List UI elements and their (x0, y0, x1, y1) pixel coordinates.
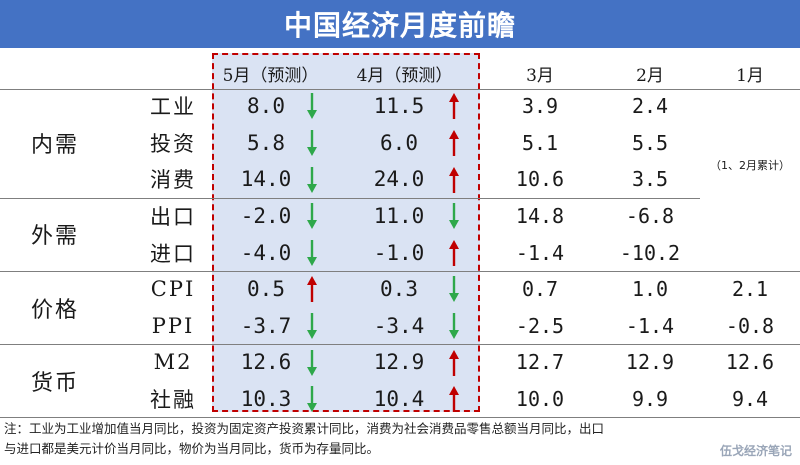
page-title: 中国经济月度前瞻 (0, 0, 800, 48)
group-label-1: 外需 (30, 224, 79, 250)
indicator-label: 进口 (150, 241, 196, 266)
footnote-line-1: 注：工业为工业增加值当月同比，投资为固定资产投资累计同比，消费为社会消费品零售总… (4, 421, 605, 436)
actual-jan-value: 9.4 (731, 387, 769, 412)
forecast-may-value: 14.0 (240, 167, 292, 192)
actual-mar-value: 10.6 (515, 167, 565, 192)
indicator-label: M2 (153, 350, 193, 375)
indicator-label: CPI (150, 277, 196, 302)
actual-mar-value: 3.9 (521, 94, 559, 119)
forecast-may-value: -2.0 (240, 204, 292, 229)
group-divider (0, 271, 800, 272)
actual-mar-value: -2.5 (515, 313, 565, 338)
indicator-label: 消费 (150, 168, 196, 193)
apr-down-arrow-icon (449, 276, 459, 303)
apr-down-arrow-icon (449, 203, 459, 230)
footnote: 注：工业为工业增加值当月同比，投资为固定资产投资累计同比，消费为社会消费品零售总… (4, 419, 774, 459)
actual-jan-value: 2.1 (731, 277, 769, 302)
actual-mar-value: 10.0 (515, 387, 565, 412)
actual-mar-value: 5.1 (521, 130, 559, 155)
actual-feb-value: 5.5 (631, 130, 669, 155)
apr-up-arrow-icon (449, 239, 459, 266)
apr-up-arrow-icon (449, 93, 459, 120)
column-header-feb: 2月 (636, 65, 664, 86)
apr-up-arrow-icon (449, 129, 459, 156)
may-down-arrow-icon (307, 166, 317, 193)
may-down-arrow-icon (307, 386, 317, 413)
group-label-3: 货币 (30, 370, 79, 396)
column-header-may: 5月（预测） (222, 65, 319, 86)
may-down-arrow-icon (307, 93, 317, 120)
indicator-label: 社融 (150, 388, 196, 413)
forecast-may-value: 5.8 (247, 130, 285, 155)
group-divider (0, 344, 800, 346)
actual-jan-value: -0.8 (725, 313, 775, 338)
apr-down-arrow-icon (449, 312, 459, 339)
group-label-0: 内需 (30, 132, 79, 158)
forecast-apr-value: 11.0 (373, 204, 425, 229)
actual-mar-value: -1.4 (515, 240, 565, 265)
actual-feb-value: -10.2 (619, 240, 681, 265)
indicator-label: 工业 (150, 95, 196, 120)
actual-jan-value: 12.6 (725, 350, 775, 375)
forecast-apr-value: 11.5 (373, 94, 425, 119)
indicator-label: 投资 (150, 131, 196, 156)
indicator-label: PPI (151, 313, 195, 338)
actual-feb-value: 12.9 (625, 350, 675, 375)
forecast-apr-value: -3.4 (373, 313, 425, 338)
forecast-may-value: 10.3 (240, 387, 292, 412)
actual-feb-value: -1.4 (625, 313, 675, 338)
actual-feb-value: 2.4 (631, 94, 669, 119)
indicator-label: 出口 (150, 205, 196, 230)
forecast-apr-value: 6.0 (380, 130, 418, 155)
forecast-apr-value: 12.9 (373, 350, 425, 375)
may-down-arrow-icon (307, 239, 317, 266)
actual-feb-value: 3.5 (631, 167, 669, 192)
actual-mar-value: 12.7 (515, 350, 565, 375)
may-up-arrow-icon (307, 276, 317, 303)
forecast-may-value: -3.7 (240, 313, 292, 338)
may-down-arrow-icon (307, 129, 317, 156)
forecast-may-value: 0.5 (247, 277, 285, 302)
forecast-may-value: 12.6 (240, 350, 292, 375)
forecast-apr-value: 24.0 (373, 167, 425, 192)
column-header-jan: 1月 (736, 65, 764, 86)
forecast-apr-value: 10.4 (373, 387, 425, 412)
may-down-arrow-icon (307, 349, 317, 376)
forecast-apr-value: 0.3 (380, 277, 418, 302)
column-header-apr: 4月（预测） (356, 65, 453, 86)
actual-feb-value: -6.8 (625, 204, 675, 229)
group-divider (0, 197, 700, 199)
apr-up-arrow-icon (449, 386, 459, 413)
watermark: 伍戈经济笔记 (719, 444, 792, 458)
forecast-apr-value: -1.0 (373, 240, 425, 265)
column-header-mar: 3月 (526, 65, 554, 86)
forecast-may-value: 8.0 (247, 94, 285, 119)
actual-feb-value: 9.9 (631, 387, 669, 412)
may-down-arrow-icon (307, 312, 317, 339)
actual-mar-value: 0.7 (521, 277, 559, 302)
jan-cumulative-note: （1、2月累计） (710, 158, 790, 172)
forecast-may-value: -4.0 (240, 240, 292, 265)
apr-up-arrow-icon (449, 166, 459, 193)
actual-feb-value: 1.0 (631, 277, 669, 302)
actual-mar-value: 14.8 (515, 204, 565, 229)
group-divider (0, 417, 800, 419)
group-label-2: 价格 (30, 297, 79, 323)
header-divider (0, 89, 800, 90)
footnote-line-2: 与进口都是美元计价当月同比，物价为当月同比，货币为存量同比。 (4, 441, 380, 456)
forecast-highlight-frame (212, 53, 480, 412)
apr-up-arrow-icon (449, 349, 459, 376)
may-down-arrow-icon (307, 203, 317, 230)
